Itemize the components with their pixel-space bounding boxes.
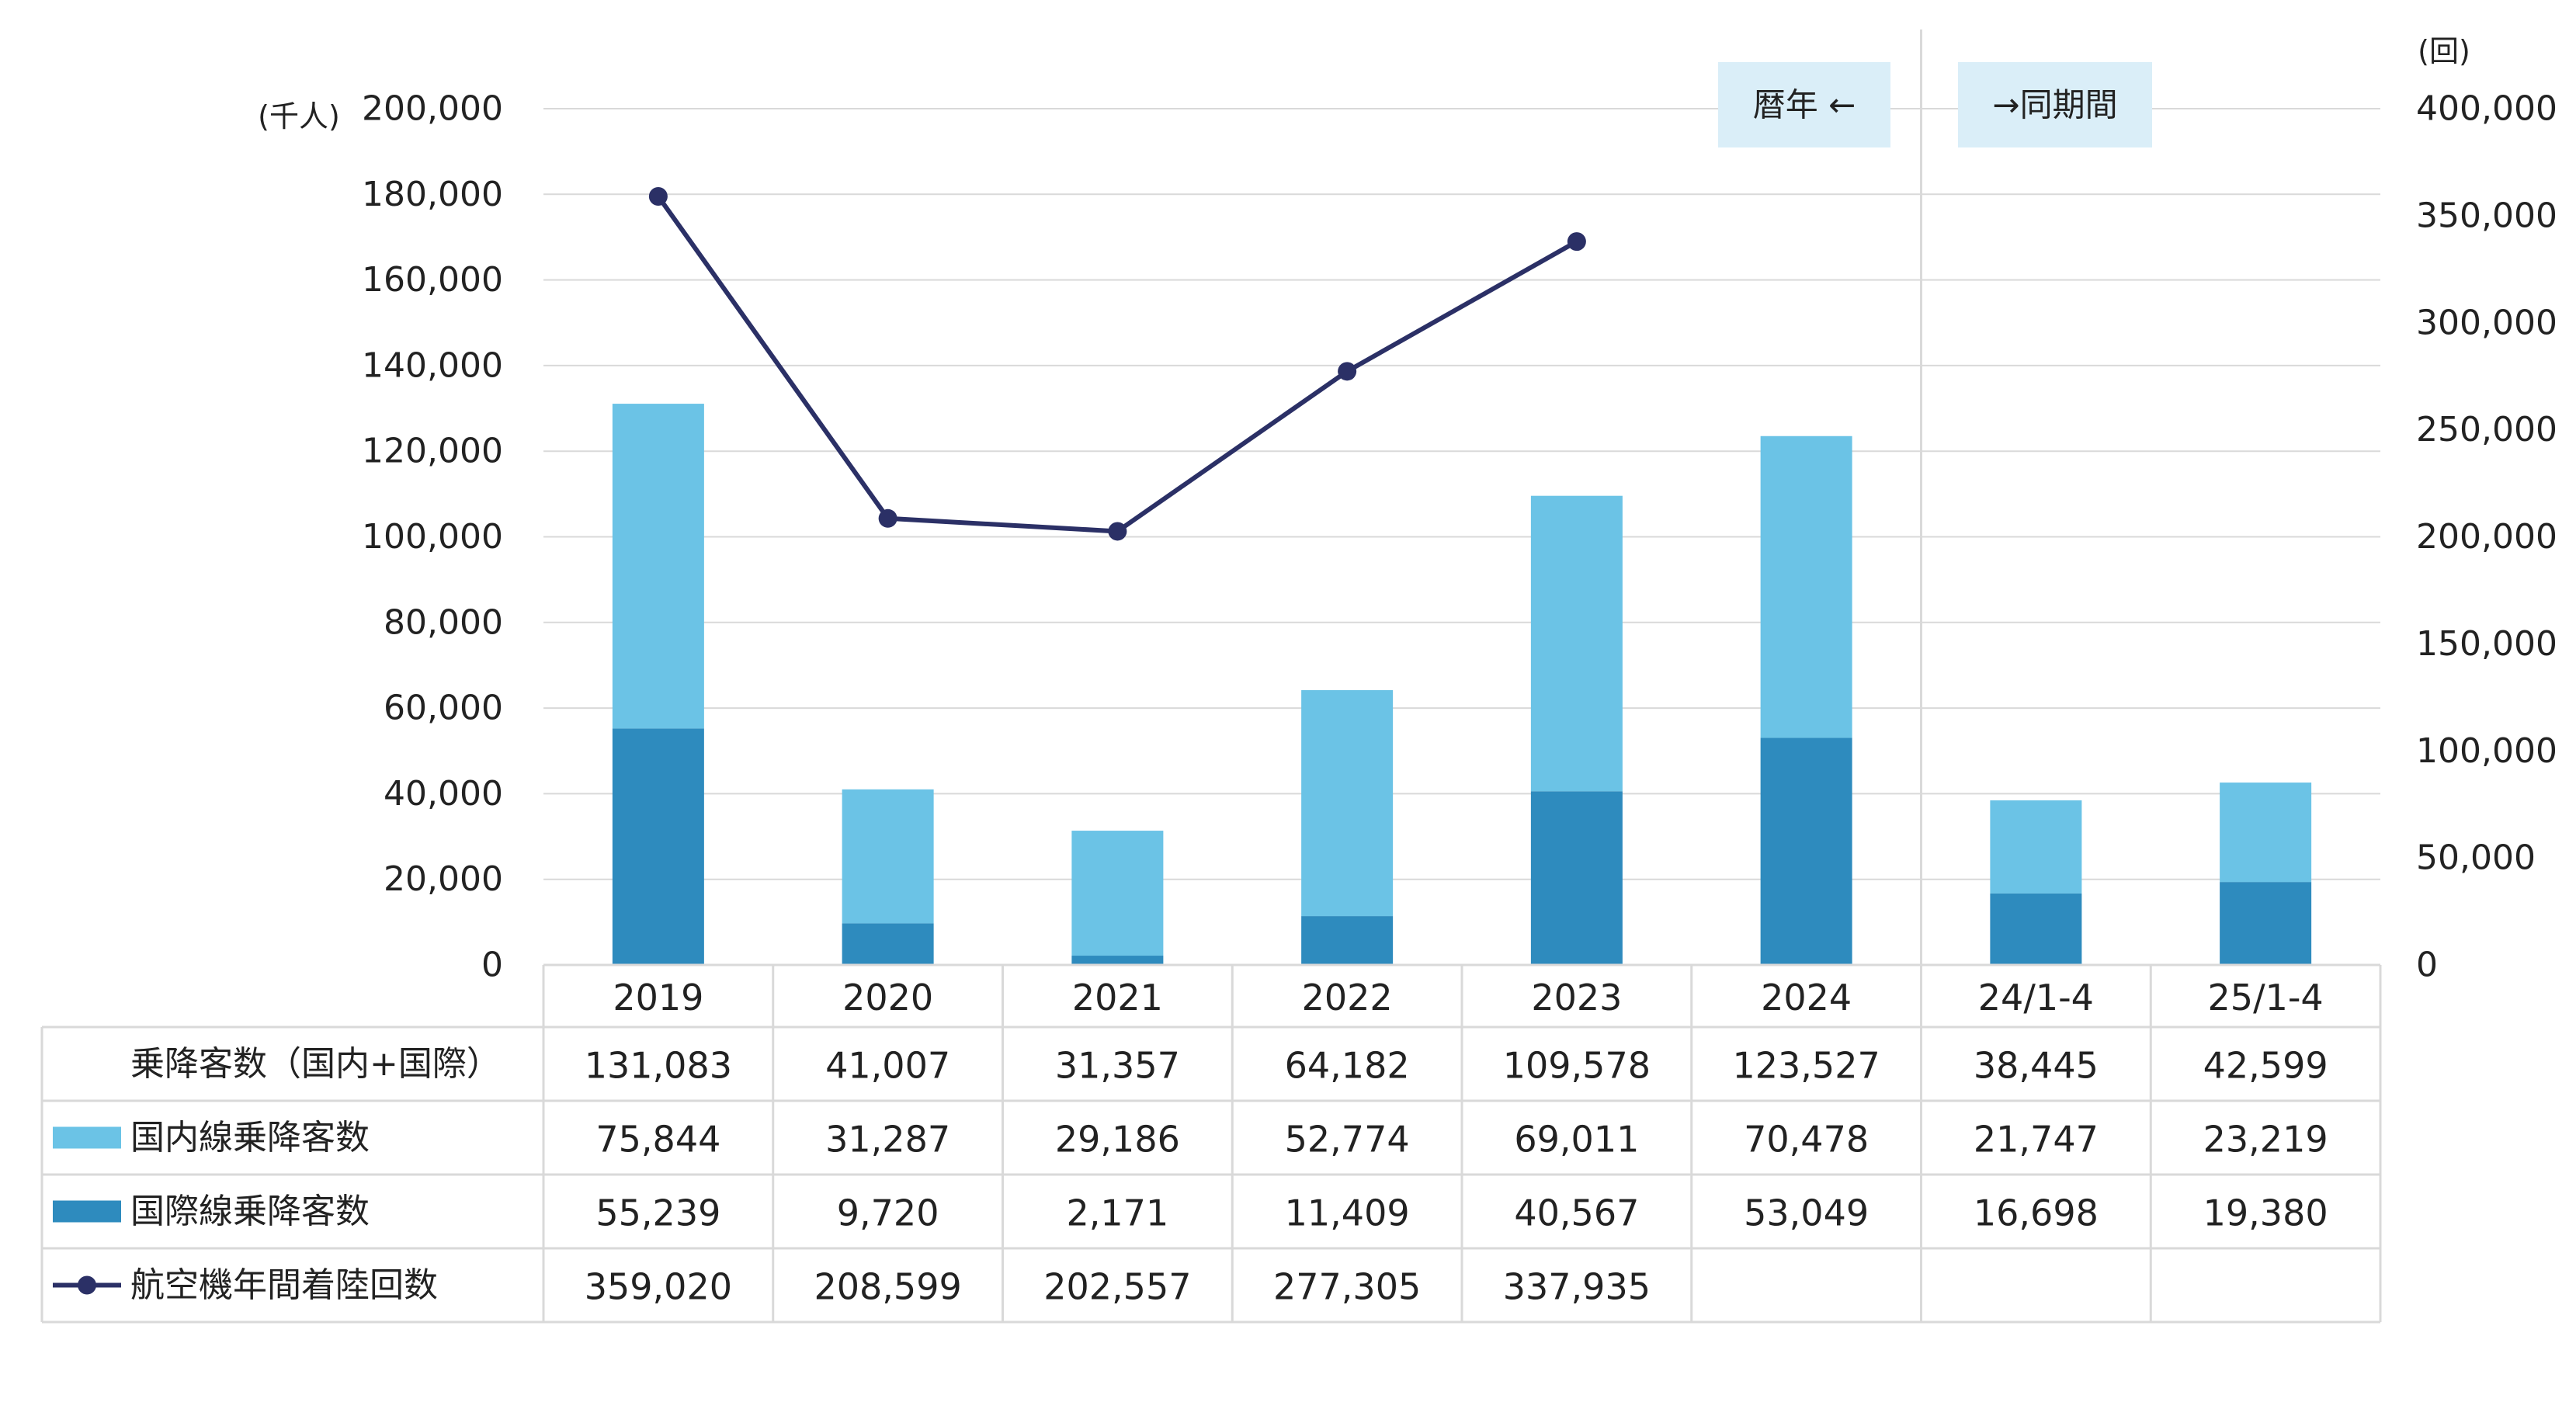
bar-domestic [1301, 690, 1394, 917]
left-axis-tick: 140,000 [362, 345, 503, 385]
line-point [878, 508, 897, 528]
table-cell: 64,182 [1285, 1045, 1410, 1087]
bar-domestic [2220, 783, 2312, 883]
right-axis-tick: 100,000 [2416, 731, 2557, 771]
table-cell: 208,599 [814, 1266, 962, 1308]
category-label: 2023 [1531, 977, 1622, 1019]
left-axis-tick: 160,000 [362, 260, 503, 300]
table-cell: 75,844 [595, 1119, 720, 1161]
table-cell: 55,239 [595, 1192, 720, 1234]
bar-international [1530, 791, 1623, 965]
right-axis-tick: 200,000 [2416, 517, 2557, 557]
bar-international [1990, 893, 2082, 965]
table-cell: 2,171 [1067, 1192, 1169, 1234]
left-axis-tick: 0 [481, 946, 503, 985]
table-cell: 21,747 [1974, 1119, 2099, 1161]
bar-domestic [1990, 800, 2082, 894]
category-label: 2020 [842, 977, 933, 1019]
left-axis-unit: (千人) [258, 99, 340, 134]
table-cell: 41,007 [825, 1045, 950, 1087]
line-point [648, 187, 668, 206]
table-cell: 23,219 [2203, 1119, 2328, 1161]
table-cell: 11,409 [1285, 1192, 1410, 1234]
bar-international [1301, 916, 1394, 965]
bar-international [842, 923, 934, 965]
category-label: 2024 [1761, 977, 1852, 1019]
table-cell: 53,049 [1744, 1192, 1869, 1234]
table-cell: 109,578 [1503, 1045, 1651, 1087]
bar-domestic [1760, 436, 1852, 738]
bar-domestic [612, 404, 704, 729]
table-row-label: 航空機年間着陸回数 [130, 1265, 438, 1305]
bar-international [1071, 956, 1164, 965]
right-axis-tick: 250,000 [2416, 410, 2557, 449]
table-row-label: 国内線乗降客数 [130, 1118, 370, 1157]
bar-domestic [1530, 495, 1623, 792]
right-axis-tick: 350,000 [2416, 196, 2557, 235]
line-landings [656, 195, 1578, 534]
period-label-calendar: 暦年 ← [1753, 86, 1856, 124]
table-cell: 202,557 [1043, 1266, 1191, 1308]
left-axis-tick: 100,000 [362, 517, 503, 557]
left-axis-tick: 120,000 [362, 432, 503, 471]
legend-swatch-international [53, 1200, 121, 1223]
table-row-label: 乗降客数（国内+国際） [130, 1044, 501, 1084]
table-cell: 42,599 [2203, 1045, 2328, 1087]
bar-domestic [842, 789, 934, 924]
table-row-label: 国際線乗降客数 [130, 1192, 370, 1231]
left-axis-tick: 20,000 [384, 859, 503, 899]
legend-swatch-domestic [53, 1126, 121, 1149]
left-axis-tick: 60,000 [384, 689, 503, 728]
period-label-box [1718, 62, 1890, 147]
right-axis-tick: 400,000 [2416, 89, 2557, 129]
table-cell: 337,935 [1503, 1266, 1651, 1308]
table-cell: 123,527 [1733, 1045, 1880, 1087]
category-label: 2019 [613, 977, 703, 1019]
table-cell: 38,445 [1974, 1045, 2099, 1087]
category-label: 25/1-4 [2208, 977, 2324, 1019]
table-cell: 29,186 [1055, 1119, 1180, 1161]
right-axis-tick: 50,000 [2416, 838, 2536, 878]
right-axis-tick: 300,000 [2416, 303, 2557, 342]
table-cell: 31,287 [825, 1119, 950, 1161]
left-axis-tick: 40,000 [384, 774, 503, 814]
right-axis-tick: 150,000 [2416, 624, 2557, 664]
bar-international [2220, 882, 2312, 965]
category-label: 2022 [1302, 977, 1393, 1019]
table-cell: 70,478 [1744, 1119, 1869, 1161]
line-point [1338, 362, 1357, 381]
table-cell: 19,380 [2203, 1192, 2328, 1234]
legend-swatch-landings-marker [78, 1275, 96, 1295]
right-axis-unit: (回) [2418, 34, 2470, 68]
table-cell: 359,020 [585, 1266, 732, 1308]
table-cell: 277,305 [1273, 1266, 1421, 1308]
table-cell: 69,011 [1514, 1119, 1639, 1161]
left-axis-tick: 80,000 [384, 602, 503, 642]
category-label: 2021 [1072, 977, 1163, 1019]
left-axis-tick: 200,000 [362, 89, 503, 129]
table-cell: 40,567 [1514, 1192, 1639, 1234]
table-cell: 31,357 [1055, 1045, 1180, 1087]
category-label: 24/1-4 [1978, 977, 2094, 1019]
table-cell: 16,698 [1974, 1192, 2099, 1234]
line-point [1108, 522, 1127, 541]
table-cell: 131,083 [585, 1045, 732, 1087]
period-label-box [1958, 62, 2152, 147]
right-axis-tick: 0 [2416, 946, 2438, 985]
period-label-same-period: →同期間 [1992, 86, 2117, 124]
left-axis-tick: 180,000 [362, 175, 503, 214]
bar-international [612, 728, 704, 965]
line-point [1567, 232, 1586, 252]
table-cell: 9,720 [837, 1192, 939, 1234]
bar-international [1760, 737, 1852, 965]
table-cell: 52,774 [1285, 1119, 1410, 1161]
bar-domestic [1071, 831, 1164, 956]
